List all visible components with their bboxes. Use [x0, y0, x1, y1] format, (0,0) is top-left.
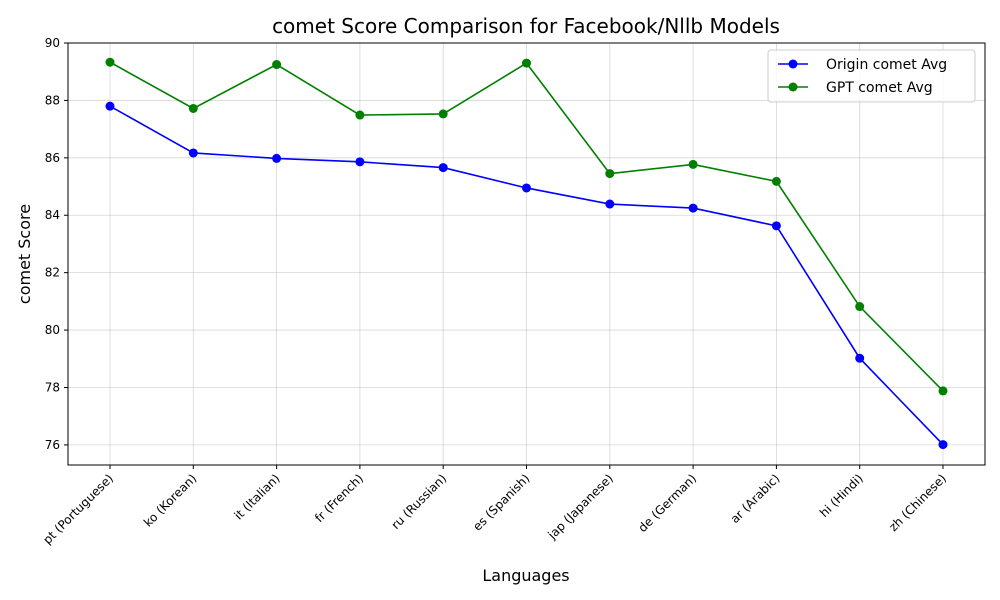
- x-tick-label: zh (Chinese): [886, 471, 949, 534]
- data-point: [688, 159, 698, 169]
- x-tick-label: pt (Portuguese): [40, 471, 116, 547]
- data-point: [272, 60, 282, 70]
- data-point: [605, 199, 615, 209]
- y-tick-label: 86: [45, 151, 60, 165]
- y-tick-label: 88: [45, 93, 60, 107]
- data-point: [605, 169, 615, 179]
- x-tick-label: ru (Russian): [389, 471, 450, 532]
- y-axis-title: comet Score: [15, 204, 34, 304]
- series-group: [105, 57, 948, 450]
- y-tick-label: 82: [45, 266, 60, 280]
- data-point: [355, 110, 365, 120]
- x-axis: pt (Portuguese) ko (Korean) it (Italian) fr…: [40, 465, 949, 547]
- data-point: [855, 302, 865, 312]
- data-point: [438, 109, 448, 119]
- y-tick-label: 76: [45, 438, 60, 452]
- data-point: [771, 221, 781, 231]
- legend-frame: [767, 49, 976, 103]
- x-tick-label: jap (Japanese): [545, 471, 616, 542]
- data-point: [522, 183, 531, 193]
- x-axis-title: Languages: [482, 566, 569, 585]
- chart-title: comet Score Comparison for Facebook/Nllb…: [272, 14, 780, 38]
- data-point: [771, 176, 781, 186]
- x-tick-label: ar (Arabic): [728, 471, 783, 526]
- data-point: [522, 58, 531, 68]
- y-tick-label: 90: [45, 36, 60, 50]
- data-point: [438, 163, 448, 173]
- y-tick-label: 84: [45, 208, 60, 222]
- legend-marker: [788, 82, 798, 92]
- x-tick-label: hi (Hindi): [817, 471, 866, 520]
- grid-lines: [68, 42, 985, 465]
- data-point: [105, 101, 115, 111]
- y-axis: 76 78 80 82 84 86 88 90: [45, 36, 68, 452]
- x-tick-label: es (Spanish): [470, 471, 532, 533]
- data-point: [938, 440, 948, 450]
- data-point: [855, 353, 865, 363]
- y-tick-label: 78: [45, 380, 60, 394]
- data-point: [105, 57, 115, 67]
- data-point: [188, 103, 198, 113]
- data-point: [188, 148, 198, 158]
- x-tick-label: de (German): [635, 471, 699, 535]
- x-tick-label: fr (French): [312, 471, 366, 525]
- y-tick-label: 80: [45, 323, 60, 337]
- legend-label: Origin comet Avg: [826, 57, 947, 73]
- legend-label: GPT comet Avg: [826, 80, 933, 96]
- x-tick-label: ko (Korean): [141, 471, 199, 529]
- legend: Origin comet Avg GPT comet Avg: [767, 49, 976, 103]
- data-point: [272, 153, 282, 163]
- data-point: [688, 203, 698, 213]
- data-point: [355, 157, 365, 167]
- x-tick-label: it (Italian): [231, 471, 282, 522]
- legend-marker: [788, 59, 798, 69]
- data-point: [938, 386, 948, 396]
